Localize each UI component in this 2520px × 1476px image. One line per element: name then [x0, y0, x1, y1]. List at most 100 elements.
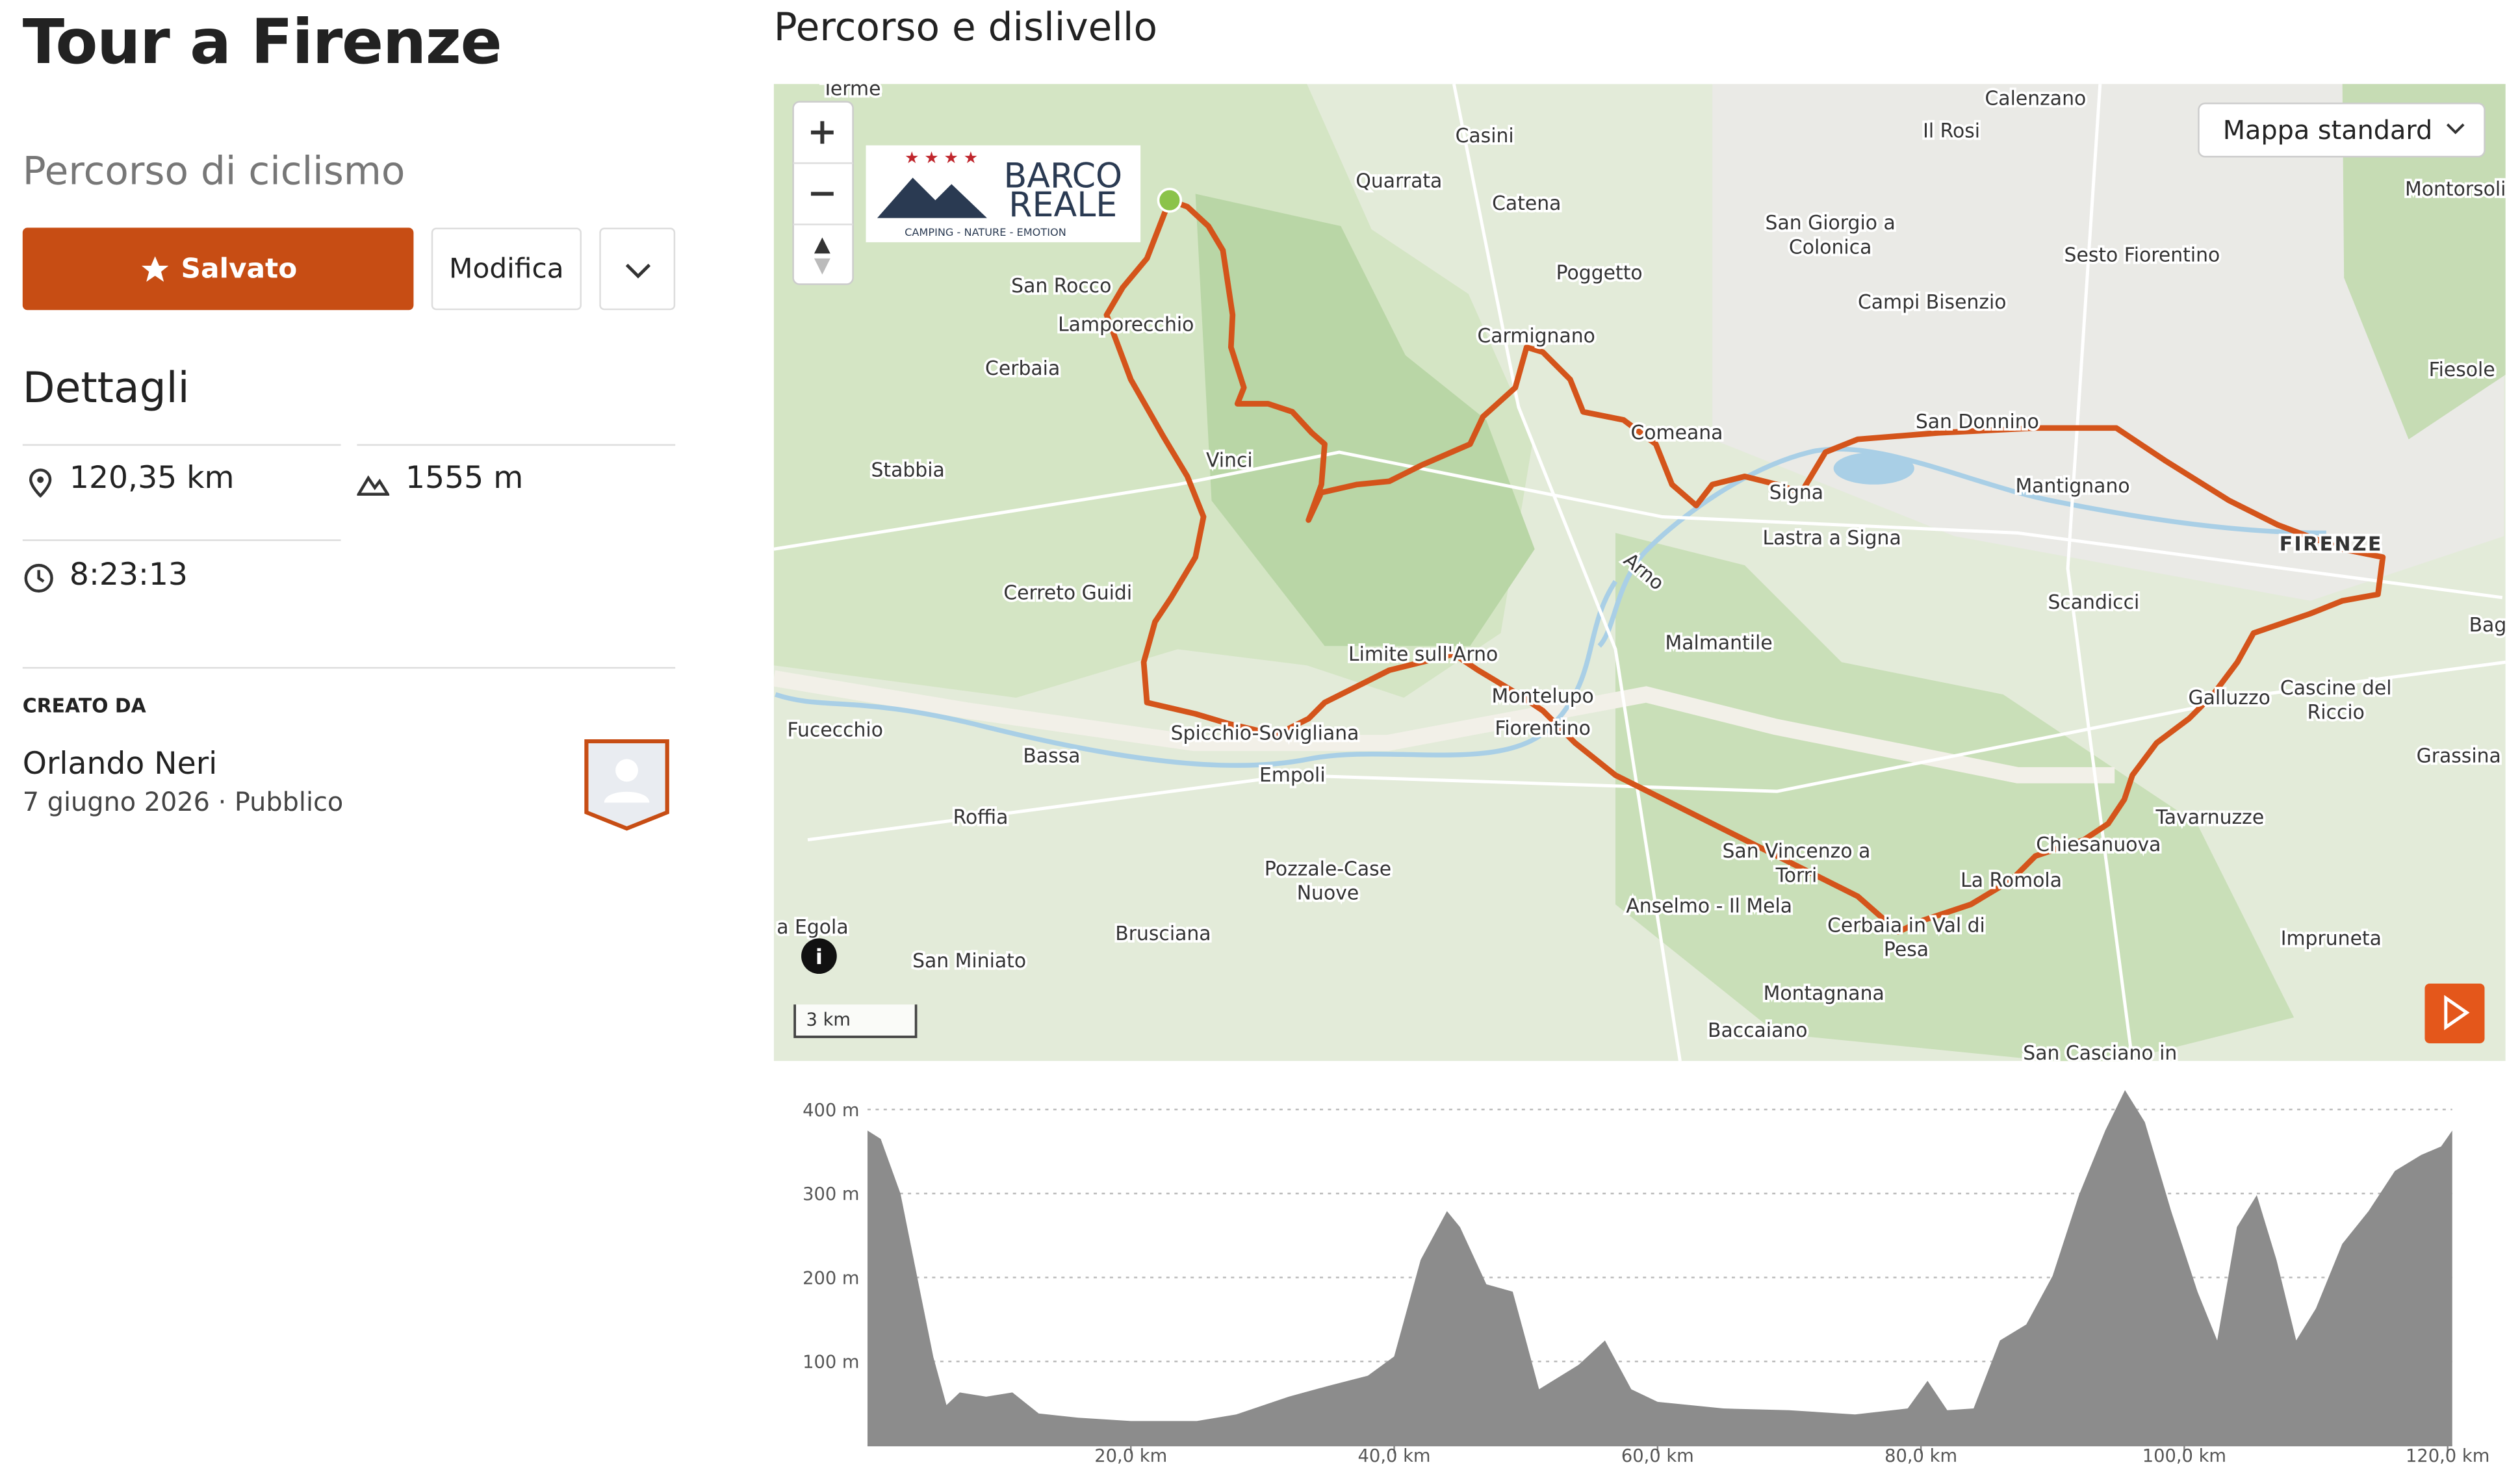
zoom-in[interactable]	[810, 121, 834, 144]
road	[1452, 84, 1682, 1062]
place-label: Vinci	[1206, 449, 1253, 472]
place-label: Carmignano	[1477, 325, 1595, 348]
road	[2066, 84, 2134, 1062]
place-label: La Romola	[1961, 869, 2062, 892]
saved-button[interactable]: Salvato	[22, 227, 414, 311]
place-label: Limite sull'Arno	[1348, 643, 1498, 666]
logo-stars: ★ ★ ★ ★	[905, 148, 978, 167]
creator-name[interactable]: Orlando Neri	[22, 746, 218, 782]
clock-icon	[24, 563, 53, 593]
place-label: Chiesanuova	[2036, 833, 2161, 856]
place-label: Comeana	[1630, 422, 1723, 444]
section-title: Percorso e dislivello	[773, 5, 1158, 51]
logo-tagline: CAMPING - NATURE - EMOTION	[905, 226, 1066, 238]
place-label: Quarrata	[1356, 170, 1442, 192]
place-label: Lamporecchio	[1058, 314, 1194, 337]
place-label: Casini	[1456, 125, 1514, 147]
info-button[interactable]	[801, 938, 837, 974]
woods	[2342, 84, 2506, 440]
place-label: Cerreto Guidi	[1003, 581, 1132, 604]
place-label: Montorsoli	[2405, 178, 2506, 201]
place-label: Brusciana	[1115, 922, 1211, 945]
visibility: Pubblico	[234, 786, 344, 817]
place-label: Campi Bisenzio	[1858, 291, 2007, 314]
distance: 120,35 km	[69, 460, 235, 496]
more-button[interactable]	[599, 227, 676, 311]
place-label: San Casciano in	[2023, 1042, 2177, 1065]
details-heading: Dettagli	[22, 364, 190, 414]
flyover-button[interactable]	[2424, 983, 2485, 1043]
place-label: a Egola	[777, 916, 848, 939]
woods	[1195, 194, 1535, 646]
place-label: FIRENZE	[2280, 533, 2383, 556]
divider	[22, 667, 676, 669]
y-tick-label: 100 m	[803, 1353, 859, 1373]
y-tick-label: 200 m	[803, 1268, 859, 1288]
compass[interactable]	[814, 237, 830, 254]
place-label: Nuove	[1297, 882, 1359, 905]
place-label: Empoli	[1259, 764, 1326, 787]
place-label: Il Rosi	[1923, 120, 1980, 142]
place-label: Terme	[821, 78, 881, 101]
logo-line1: BARCO	[1003, 157, 1122, 196]
place-label: Roffia	[953, 806, 1009, 829]
logo-line2: REALE	[1009, 186, 1117, 225]
route[interactable]	[1103, 197, 2386, 935]
place-label: Cascine del	[2280, 677, 2392, 700]
creator-label: CREATO DA	[22, 694, 146, 717]
place-label: Baccaiano	[1708, 1019, 1808, 1042]
river	[1597, 446, 2326, 648]
place-label: Impruneta	[2281, 927, 2382, 950]
place-label: Malmantile	[1665, 631, 1773, 654]
info-icon: i	[816, 945, 823, 969]
place-label: Bag	[2469, 614, 2507, 637]
place-label: San Giorgio a	[1766, 212, 1896, 235]
elevation-chart: 100 m 200 m 300 m 400 m 20,0 km 40,0 km 60,0 k…	[803, 1090, 2489, 1466]
place-label: Spicchio-Sovigliana	[1171, 722, 1359, 745]
place-label: San Rocco	[1011, 275, 1111, 298]
edit-button[interactable]: Modifica	[431, 227, 582, 311]
star-icon	[142, 255, 169, 281]
place-label: Montelupo	[1491, 685, 1593, 707]
place-label: Pozzale-Case	[1265, 858, 1391, 880]
place-label: Riccio	[2308, 701, 2365, 724]
place-label: Anselmo - Il Mela	[1626, 895, 1792, 918]
avatar[interactable]	[583, 738, 670, 832]
place-label: Stabbia	[871, 459, 944, 481]
scale-bar	[793, 1004, 918, 1038]
creator-meta: 7 giugno 2026 · Pubblico	[22, 786, 344, 817]
river	[775, 579, 1618, 768]
route-type: Percorso di ciclismo	[22, 148, 405, 194]
place-label: Cerbaia in Val di	[1827, 914, 1985, 937]
compass-south	[814, 258, 830, 275]
place-label: Pesa	[1884, 939, 1929, 961]
place-label: Poggetto	[1556, 262, 1643, 285]
edit-label: Modifica	[449, 253, 564, 285]
x-tick-label: 80,0 km	[1884, 1446, 1957, 1466]
moving-time: 8:23:13	[69, 557, 188, 593]
route-title: Tour a Firenze	[22, 6, 502, 78]
place-label: Grassina	[2417, 744, 2501, 767]
chevron-icon	[624, 262, 650, 278]
place-label: Fucecchio	[788, 719, 883, 742]
place-label: Mantignano	[2015, 475, 2129, 498]
x-tick-label: 20,0 km	[1094, 1446, 1167, 1466]
x-tick-label: 40,0 km	[1358, 1446, 1431, 1466]
x-tick-label: 120,0 km	[2406, 1446, 2489, 1466]
place-label: Signa	[1769, 481, 1823, 504]
place-label: San Vincenzo a	[1722, 840, 1870, 863]
map-style-select[interactable]	[2198, 102, 2486, 158]
zoom-controls	[792, 101, 854, 285]
elevation-icon	[357, 475, 390, 496]
select-chevron	[2446, 123, 2465, 134]
divider	[22, 539, 341, 541]
woods	[1615, 533, 2295, 1062]
place-label: Cerbaia	[985, 357, 1060, 380]
place-label: Bassa	[1023, 744, 1080, 767]
y-tick-label: 400 m	[803, 1101, 859, 1121]
play-icon	[2444, 995, 2470, 1030]
place-label: Lastra a Signa	[1762, 527, 1901, 550]
